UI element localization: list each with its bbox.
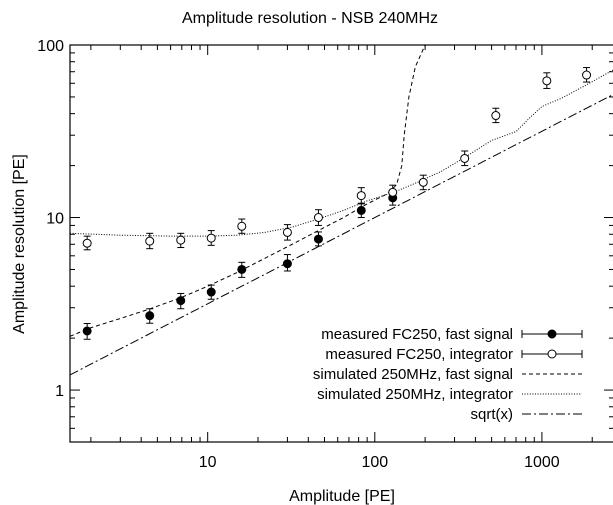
filled-marker bbox=[356, 205, 366, 215]
open-marker bbox=[145, 236, 155, 246]
open-marker bbox=[388, 187, 398, 197]
legend: measured FC250, fast signal measured FC25… bbox=[313, 326, 583, 423]
data-point bbox=[82, 235, 92, 251]
filled-marker bbox=[282, 259, 292, 269]
data-point bbox=[491, 107, 501, 124]
legend-marker bbox=[547, 329, 557, 339]
filled-marker bbox=[176, 296, 186, 306]
data-point bbox=[176, 232, 186, 249]
x-axis-label: Amplitude [PE] bbox=[289, 488, 395, 505]
y-tick-label: 10 bbox=[46, 211, 64, 228]
filled-marker bbox=[82, 326, 92, 336]
y-tick-label: 1 bbox=[55, 383, 64, 400]
data-point bbox=[542, 72, 552, 89]
data-point bbox=[145, 232, 155, 250]
series-line-4 bbox=[70, 94, 613, 376]
open-marker bbox=[206, 233, 216, 243]
legend-label: sqrt(x) bbox=[471, 406, 514, 423]
data-point bbox=[418, 174, 428, 191]
series-line-2 bbox=[70, 45, 426, 337]
filled-marker bbox=[313, 234, 323, 244]
open-marker bbox=[282, 227, 292, 237]
x-tick-label: 100 bbox=[361, 454, 388, 471]
y-tick-label: 100 bbox=[37, 38, 64, 55]
open-marker bbox=[313, 213, 323, 223]
x-tick-label: 1000 bbox=[524, 454, 560, 471]
data-point bbox=[313, 209, 323, 226]
chart-title: Amplitude resolution - NSB 240MHz bbox=[182, 10, 438, 27]
filled-marker bbox=[237, 264, 247, 274]
x-tick-label: 10 bbox=[199, 454, 217, 471]
legend-label: simulated 250MHz, fast signal bbox=[313, 366, 513, 383]
legend-label: measured FC250, fast signal bbox=[321, 326, 513, 343]
open-marker bbox=[460, 153, 470, 163]
open-marker bbox=[491, 111, 501, 121]
data-point bbox=[282, 224, 292, 241]
data-point bbox=[282, 254, 292, 272]
data-point bbox=[313, 231, 323, 247]
axes-layer: 10 100 1000 1 10 100 bbox=[37, 38, 613, 471]
data-point bbox=[460, 150, 470, 167]
data-point bbox=[145, 308, 155, 324]
legend-label: simulated 250MHz, integrator bbox=[317, 386, 513, 403]
data-point bbox=[582, 67, 592, 83]
y-axis-label: Amplitude resolution [PE] bbox=[11, 154, 28, 334]
open-marker bbox=[418, 177, 428, 187]
data-point bbox=[388, 184, 398, 201]
data-point bbox=[206, 230, 216, 246]
open-marker bbox=[176, 235, 186, 245]
legend-marker bbox=[547, 349, 557, 359]
open-marker bbox=[82, 238, 92, 248]
filled-marker bbox=[145, 311, 155, 321]
data-point bbox=[206, 284, 216, 300]
open-marker bbox=[582, 70, 592, 80]
legend-label: measured FC250, integrator bbox=[325, 346, 513, 363]
plot-frame bbox=[69, 44, 613, 443]
series-line-3 bbox=[70, 69, 613, 237]
data-point bbox=[356, 187, 366, 205]
open-marker bbox=[237, 221, 247, 231]
data-point bbox=[237, 261, 247, 278]
open-marker bbox=[356, 191, 366, 201]
open-marker bbox=[542, 76, 552, 86]
data-point bbox=[82, 323, 92, 340]
data-point bbox=[237, 218, 247, 234]
series-layer bbox=[70, 45, 613, 376]
filled-marker bbox=[206, 287, 216, 297]
data-point bbox=[176, 292, 186, 310]
